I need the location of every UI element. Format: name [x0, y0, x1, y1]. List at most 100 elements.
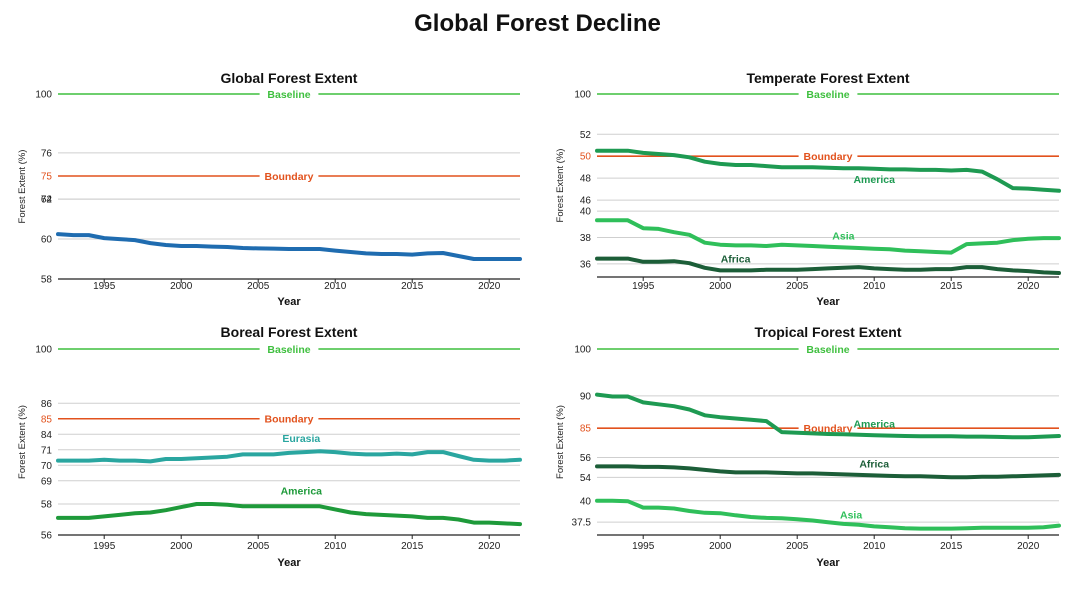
x-tick-label: 2015 — [940, 541, 963, 552]
y-tick-label: 100 — [574, 345, 591, 356]
series-label-america: America — [853, 174, 895, 186]
y-tick-label: 62 — [41, 195, 53, 206]
page-title: Global Forest Decline — [414, 10, 661, 37]
reference-label-boundary: Boundary — [264, 171, 313, 183]
series-line-asia — [595, 498, 1061, 531]
y-tick-label: 37.5 — [572, 518, 592, 529]
series-label-america: America — [853, 418, 895, 430]
reference-label-bg — [798, 150, 858, 163]
y-tick-label: 52 — [580, 130, 592, 141]
y-tick-label: 50 — [580, 152, 592, 163]
series-line-global — [56, 232, 522, 261]
x-tick-label: 2010 — [324, 541, 347, 552]
y-tick-label: 54 — [580, 473, 592, 484]
chart-panel-4: Tropical Forest Extent 100 90 85 56 54 40 37.5 B… — [555, 324, 1061, 569]
x-axis-label: Year — [277, 296, 301, 308]
series-line-america — [595, 148, 1061, 193]
series-label-africa: Africa — [721, 253, 751, 265]
chart-title: Temperate Forest Extent — [746, 70, 909, 86]
chart-panel-3: Boreal Forest Extent 100 86 85 84 71 70 69 58 56 B… — [17, 324, 522, 569]
y-tick-label: 46 — [580, 196, 592, 207]
reference-label-bg — [798, 343, 858, 355]
reference-label-boundary: Boundary — [803, 151, 852, 163]
x-tick-label: 2000 — [709, 541, 732, 552]
y-tick-label: 84 — [41, 430, 53, 441]
series-label-eurasia: Eurasia — [282, 433, 320, 445]
reference-label-bg — [259, 412, 319, 425]
x-axis-label: Year — [816, 557, 840, 569]
x-tick-label: 1995 — [93, 281, 116, 292]
y-tick-label: 85 — [580, 424, 592, 435]
y-tick-label: 75 — [41, 171, 53, 182]
reference-label-bg — [259, 169, 319, 182]
series-label-asia: Asia — [832, 230, 854, 242]
series-line-eurasia — [56, 449, 522, 464]
y-tick-label: 70 — [41, 461, 53, 472]
x-tick-label: 2010 — [863, 281, 886, 292]
y-tick-label: 100 — [35, 90, 52, 101]
series-line-africa — [595, 256, 1061, 275]
chart-title: Global Forest Extent — [221, 70, 358, 86]
y-tick-label: 38 — [580, 233, 592, 244]
x-axis-label: Year — [277, 557, 301, 569]
chart-title: Boreal Forest Extent — [221, 324, 358, 340]
x-tick-label: 2010 — [863, 541, 886, 552]
y-tick-label: 69 — [41, 476, 53, 487]
y-tick-label: 36 — [580, 259, 592, 270]
reference-label-bg — [798, 422, 858, 435]
reference-label-baseline: Baseline — [267, 89, 310, 101]
series-line-africa — [595, 464, 1061, 480]
x-tick-label: 2000 — [709, 281, 732, 292]
chart-title: Tropical Forest Extent — [754, 324, 901, 340]
y-tick-label: 58 — [41, 275, 53, 286]
y-tick-label: 86 — [41, 399, 53, 410]
y-tick-label: 90 — [580, 391, 592, 402]
y-tick-label: 76 — [41, 148, 53, 159]
y-tick-label: 56 — [580, 453, 592, 464]
y-tick-label: 60 — [41, 235, 53, 246]
y-tick-label: 74 — [41, 195, 53, 206]
y-tick-label: 40 — [580, 207, 592, 218]
x-tick-label: 2015 — [401, 541, 424, 552]
y-axis-label: Forest Extent (%) — [17, 405, 28, 479]
series-label-america: America — [281, 485, 323, 497]
x-tick-label: 2015 — [401, 281, 424, 292]
series-label-africa: Africa — [859, 458, 889, 470]
x-tick-label: 2020 — [478, 541, 501, 552]
reference-label-bg — [259, 88, 319, 100]
y-axis-label: Forest Extent (%) — [555, 405, 566, 479]
reference-label-baseline: Baseline — [806, 89, 849, 101]
x-tick-label: 2020 — [478, 281, 501, 292]
x-tick-label: 1995 — [632, 281, 655, 292]
x-axis-label: Year — [816, 296, 840, 308]
x-tick-label: 2010 — [324, 281, 347, 292]
y-tick-label: 100 — [35, 345, 52, 356]
x-tick-label: 2000 — [170, 281, 193, 292]
y-axis-label: Forest Extent (%) — [555, 149, 566, 223]
x-tick-label: 2005 — [786, 281, 809, 292]
reference-label-baseline: Baseline — [806, 344, 849, 356]
reference-label-bg — [798, 88, 858, 100]
x-tick-label: 2005 — [786, 541, 809, 552]
y-tick-label: 58 — [41, 500, 53, 511]
reference-label-boundary: Boundary — [264, 414, 313, 426]
y-tick-label: 100 — [574, 90, 591, 101]
series-label-asia: Asia — [840, 510, 862, 522]
y-tick-label: 40 — [580, 496, 592, 507]
series-line-america — [595, 392, 1061, 440]
reference-label-bg — [259, 343, 319, 355]
y-tick-label: 85 — [41, 414, 53, 425]
x-tick-label: 2000 — [170, 541, 193, 552]
y-tick-label: 56 — [41, 531, 53, 542]
x-tick-label: 1995 — [93, 541, 116, 552]
x-tick-label: 2005 — [247, 281, 270, 292]
y-axis-label: Forest Extent (%) — [17, 150, 28, 224]
series-line-asia — [595, 218, 1061, 255]
x-tick-label: 2005 — [247, 541, 270, 552]
y-tick-label: 71 — [41, 445, 53, 456]
x-tick-label: 2020 — [1017, 281, 1040, 292]
series-line-america — [56, 502, 522, 527]
